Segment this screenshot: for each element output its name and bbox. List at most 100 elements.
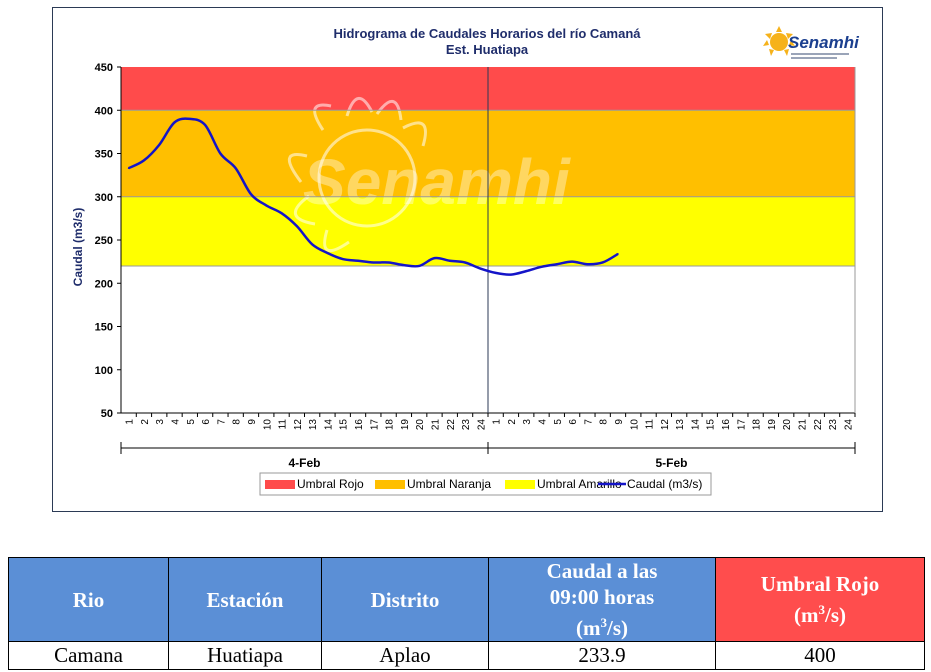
- series-point: [372, 261, 375, 264]
- senamhi-logo: Senamhi: [763, 26, 860, 59]
- day-group-label-1: 5-Feb: [655, 456, 687, 470]
- series-point: [311, 243, 313, 246]
- x-tick-label: 12: [293, 419, 304, 431]
- x-tick-label: 19: [767, 419, 778, 431]
- header-caudal-unit: (m3/s): [576, 615, 628, 640]
- x-tick-label: 4: [171, 419, 182, 425]
- header-rio: Rio: [8, 557, 169, 642]
- x-tick-label: 9: [614, 419, 625, 425]
- x-tick-label: 20: [782, 419, 793, 431]
- logo-text: Senamhi: [788, 33, 860, 52]
- header-distrito: Distrito: [321, 557, 489, 642]
- legend-label-rojo: Umbral Rojo: [297, 477, 364, 491]
- x-tick-label: 6: [568, 419, 579, 425]
- cell-rio: Camana: [8, 641, 169, 670]
- x-tick-label: 2: [140, 419, 151, 425]
- x-tick-label: 14: [690, 419, 701, 431]
- header-estacion: Estación: [168, 557, 322, 642]
- series-point: [219, 152, 222, 155]
- table-row: Camana Huatiapa Aplao 233.9 400: [8, 641, 925, 670]
- logo-tagline: [791, 53, 849, 55]
- legend-label-naranja: Umbral Naranja: [407, 477, 491, 491]
- x-tick-label: 21: [430, 419, 441, 431]
- x-tick-label: 3: [522, 419, 533, 425]
- header-umbral-line1: Umbral Rojo: [760, 572, 880, 596]
- x-tick-label: 20: [415, 419, 426, 431]
- x-tick-label: 2: [507, 419, 518, 425]
- x-tick-label: 3: [155, 419, 166, 425]
- chart-subtitle: Est. Huatiapa: [446, 42, 529, 57]
- logo-tagline-2: [791, 57, 837, 59]
- series-point: [448, 259, 451, 262]
- x-tick-label: 10: [629, 419, 640, 431]
- series-point: [127, 167, 130, 170]
- sun-logo-icon: [763, 26, 795, 56]
- x-tick-label: 9: [247, 419, 258, 425]
- legend-swatch-rojo: [265, 480, 295, 489]
- x-tick-label: 5: [186, 419, 197, 425]
- x-tick-label: 8: [232, 419, 243, 425]
- header-umbral-rojo: Umbral Rojo (m3/s): [715, 557, 925, 642]
- x-tick-label: 17: [736, 419, 747, 431]
- legend-swatch-naranja: [375, 480, 405, 489]
- x-tick-label: 13: [308, 419, 319, 431]
- series-point: [418, 265, 420, 267]
- y-tick-label: 300: [95, 192, 113, 204]
- series-point: [387, 261, 390, 264]
- x-tick-label: 18: [385, 419, 396, 431]
- series-point: [571, 260, 573, 263]
- header-caudal-line2: 09:00 horas: [549, 585, 655, 609]
- x-tick-label: 24: [476, 419, 487, 431]
- x-tick-label: 19: [400, 419, 411, 431]
- header-caudal: Caudal a las 09:00 horas (m3/s): [488, 557, 716, 642]
- series-point: [173, 121, 176, 124]
- series-point: [158, 144, 161, 146]
- x-tick-label: 10: [262, 419, 273, 431]
- series-point: [617, 253, 619, 255]
- day-group-labels: 4-Feb 5-Feb: [120, 442, 856, 470]
- series-point: [265, 204, 268, 207]
- legend-label-caudal: Caudal (m3/s): [627, 477, 702, 491]
- watermark: Senamhi: [288, 97, 571, 253]
- chart-title: Hidrograma de Caudales Horarios del río …: [333, 26, 641, 41]
- y-tick-label: 250: [95, 235, 113, 247]
- x-tick-label: 15: [339, 419, 350, 431]
- x-tick-label: 12: [660, 419, 671, 431]
- series-point: [189, 118, 191, 120]
- series-point: [510, 273, 512, 276]
- series-point: [601, 261, 604, 264]
- x-tick-label: 22: [446, 419, 457, 431]
- x-tick-label: 7: [216, 419, 227, 425]
- x-tick-label: 1: [125, 419, 136, 425]
- header-umbral-unit: (m3/s): [794, 602, 846, 627]
- series-point: [326, 252, 329, 254]
- x-tick-label: 4: [538, 419, 549, 425]
- series-point: [296, 225, 298, 227]
- x-tick-label: 7: [583, 419, 594, 425]
- x-tick-label: 22: [813, 419, 824, 431]
- x-tick-label: 11: [645, 419, 656, 430]
- series-point: [586, 263, 589, 266]
- x-tick-label: 18: [752, 419, 763, 431]
- watermark-sun-icon: [288, 97, 427, 253]
- series-point: [234, 167, 237, 170]
- series-point: [250, 193, 252, 195]
- x-tick-label: 15: [706, 419, 717, 431]
- x-tick-label: 14: [323, 419, 334, 431]
- y-tick-label: 50: [101, 408, 113, 420]
- series-group: [127, 117, 619, 276]
- station-info-table: Rio Estación Distrito Caudal a las 09:00…: [8, 557, 925, 670]
- x-tick-label: 24: [843, 419, 854, 431]
- x-tick-label: 17: [369, 419, 380, 431]
- day-group-label-0: 4-Feb: [288, 456, 320, 470]
- x-tick-label: 13: [675, 419, 686, 431]
- series-point: [280, 212, 283, 214]
- y-tick-label: 350: [95, 149, 113, 161]
- x-tick-label: 11: [278, 419, 289, 430]
- legend-label-amarillo: Umbral Amarillo: [537, 477, 622, 491]
- y-tick-label: 200: [95, 278, 113, 290]
- x-tick-labels: 1 2 3 4 5 6 7 8 9 10 11 12 13 14 15 16 17 18 19 20 21 22 23 24 1…: [125, 413, 856, 431]
- x-tick-label: 1: [492, 419, 503, 425]
- y-tick-labels: 50 100 150 200 250 300 350 400 450: [95, 62, 121, 420]
- x-tick-label: 23: [461, 419, 472, 431]
